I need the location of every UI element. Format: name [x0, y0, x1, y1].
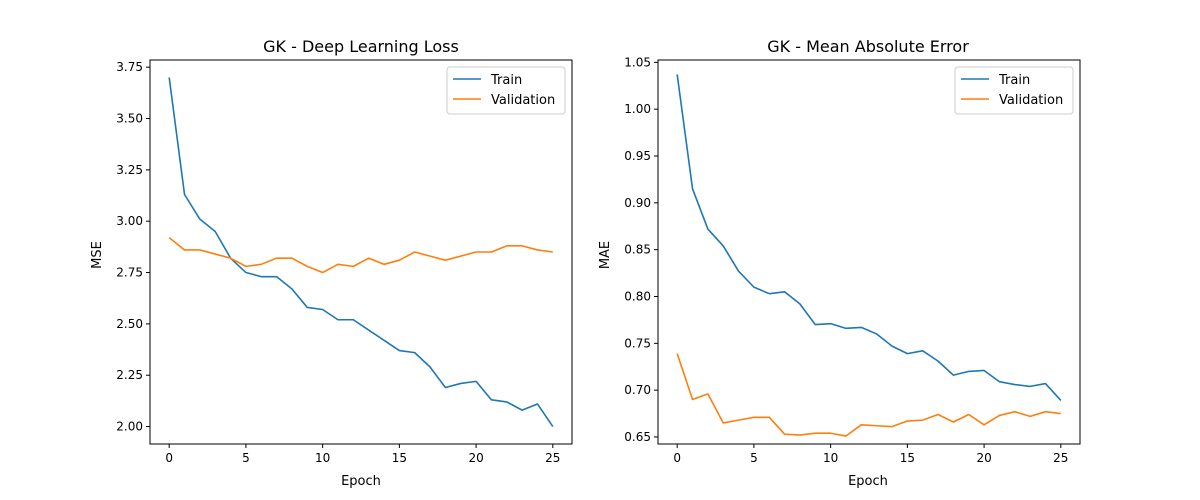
loss-chart-xlabel: Epoch	[341, 474, 381, 489]
mae-legend-label-train: Train	[998, 73, 1030, 88]
mae-ytick-label: 0.95	[624, 149, 651, 163]
mae-xtick-label: 20	[976, 451, 991, 465]
mae-ytick-label: 0.85	[624, 243, 651, 257]
mae-legend-label-validation: Validation	[999, 93, 1063, 108]
loss-chart-plot-area: 0 5 10 15 20 25 2.00 2.25 2.50 2.75 3.00 3.25 3.50 3.…	[116, 59, 573, 465]
loss-ytick-label: 3.75	[116, 60, 143, 74]
mae-chart-title: GK - Mean Absolute Error	[767, 37, 969, 56]
loss-xtick-label: 25	[545, 451, 560, 465]
mae-xtick-label: 5	[750, 451, 758, 465]
mae-ytick-label: 0.70	[624, 383, 651, 397]
mae-chart-plot-area: 0 5 10 15 20 25 0.65 0.70 0.75 0.80 0.85 0.90 0.95 1.…	[624, 55, 1081, 465]
loss-xtick-label: 20	[468, 451, 483, 465]
loss-chart-ylabel: MSE	[90, 241, 105, 269]
loss-axes-frame	[149, 59, 573, 445]
mae-axes-frame	[657, 59, 1081, 445]
mae-chart-legend: Train Validation	[954, 66, 1074, 115]
loss-validation-line	[168, 237, 553, 274]
loss-ytick-label: 3.50	[116, 112, 143, 126]
loss-chart: GK - Deep Learning Loss Epoch MSE 0 5 10 15…	[90, 37, 573, 489]
loss-ytick-label: 3.00	[116, 214, 143, 228]
mae-ytick-label: 0.65	[624, 430, 651, 444]
mae-ytick-label: 0.75	[624, 336, 651, 350]
mae-ytick-label: 1.00	[624, 102, 651, 116]
loss-ytick-label: 3.25	[116, 163, 143, 177]
mae-ytick-label: 0.90	[624, 196, 651, 210]
loss-chart-title: GK - Deep Learning Loss	[263, 37, 459, 56]
loss-legend-label-train: Train	[490, 73, 522, 88]
loss-legend-label-validation: Validation	[491, 93, 555, 108]
loss-ytick-label: 2.25	[116, 368, 143, 382]
loss-xtick-label: 15	[392, 451, 407, 465]
loss-xtick-label: 5	[242, 451, 250, 465]
mae-train-line	[676, 74, 1062, 401]
mae-xtick-label: 15	[900, 451, 915, 465]
mae-ytick-label: 0.80	[624, 289, 651, 303]
loss-xtick-label: 0	[165, 451, 173, 465]
mae-xtick-label: 25	[1053, 451, 1068, 465]
mae-chart-ylabel: MAE	[598, 241, 613, 269]
mae-xtick-label: 0	[673, 451, 681, 465]
mae-chart-xlabel: Epoch	[848, 474, 888, 489]
loss-train-line	[168, 77, 554, 427]
loss-ytick-label: 2.50	[116, 317, 143, 331]
mae-ytick-label: 1.05	[624, 55, 651, 69]
mae-validation-line	[676, 353, 1061, 437]
loss-ytick-label: 2.00	[116, 420, 143, 434]
mae-xtick-label: 10	[823, 451, 838, 465]
loss-chart-legend: Train Validation	[446, 66, 566, 115]
loss-ytick-label: 2.75	[116, 266, 143, 280]
mae-chart: GK - Mean Absolute Error Epoch MAE 0 5 10 1…	[598, 37, 1081, 489]
loss-xtick-label: 10	[315, 451, 330, 465]
